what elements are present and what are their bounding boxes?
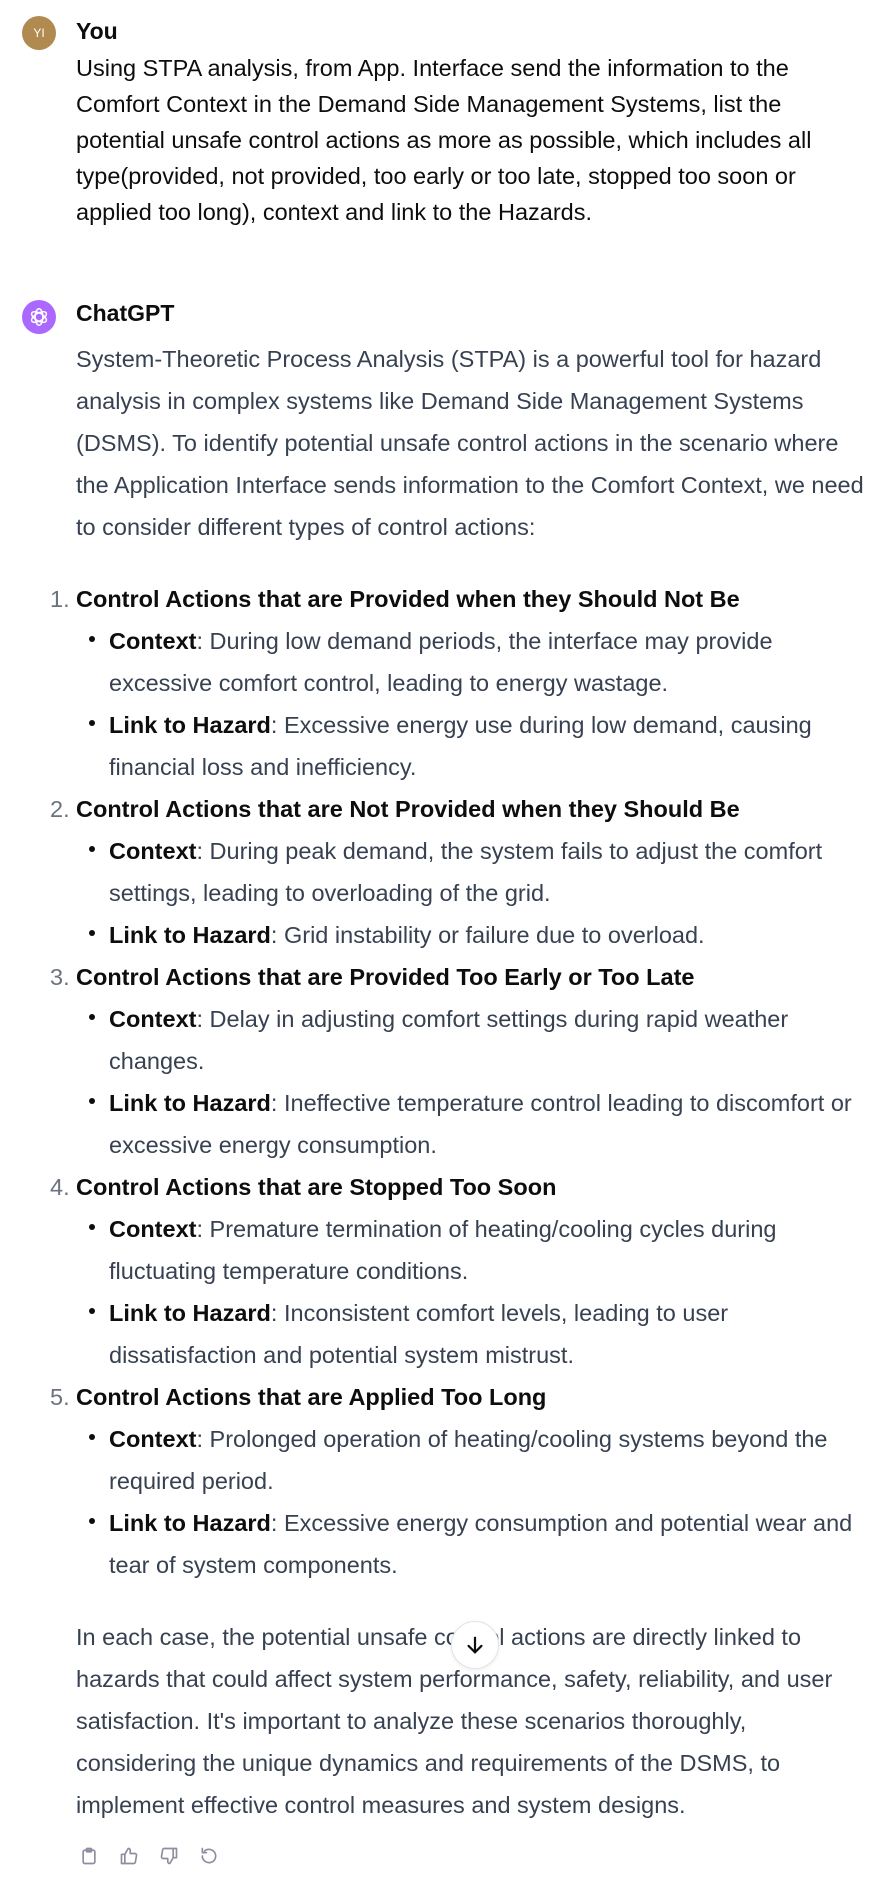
regenerate-button[interactable] bbox=[196, 1843, 222, 1869]
context-point: Context: Prolonged operation of heating/… bbox=[89, 1418, 866, 1502]
hazard-link-point: Link to Hazard: Inconsistent comfort lev… bbox=[89, 1292, 866, 1376]
uca-item: 4. Control Actions that are Stopped Too S… bbox=[50, 1166, 866, 1376]
thumbs-down-icon bbox=[160, 1847, 178, 1865]
message-actions bbox=[76, 1843, 222, 1869]
context-point-text: : Premature termination of heating/cooli… bbox=[109, 1216, 777, 1284]
uca-item-details: Context: Premature termination of heatin… bbox=[76, 1208, 866, 1376]
response-intro: System-Theoretic Process Analysis (STPA)… bbox=[76, 346, 864, 540]
uca-item: 3. Control Actions that are Provided Too … bbox=[50, 956, 866, 1166]
context-point-label: Context bbox=[109, 1006, 197, 1032]
context-point: Context: Delay in adjusting comfort sett… bbox=[89, 998, 866, 1082]
user-message-text: Using STPA analysis, from App. Interface… bbox=[76, 55, 812, 225]
hazard-link-point-text: : Excessive energy consumption and poten… bbox=[109, 1510, 853, 1578]
context-point: Context: During low demand periods, the … bbox=[89, 620, 866, 704]
response-conclusion: In each case, the potential unsafe contr… bbox=[76, 1624, 833, 1818]
uca-item-title: Control Actions that are Not Provided wh… bbox=[76, 796, 740, 822]
user-name: You bbox=[76, 18, 118, 44]
hazard-link-point-label: Link to Hazard bbox=[109, 1300, 271, 1326]
copy-button[interactable] bbox=[76, 1843, 102, 1869]
uca-item-title: Control Actions that are Provided Too Ea… bbox=[76, 964, 695, 990]
thumbs-up-icon bbox=[120, 1847, 138, 1865]
hazard-link-point: Link to Hazard: Grid instability or fail… bbox=[89, 914, 866, 956]
uca-item-details: Context: During peak demand, the system … bbox=[76, 830, 866, 956]
hazard-link-point-text: : Excessive energy use during low demand… bbox=[109, 712, 812, 780]
hazard-link-point-label: Link to Hazard bbox=[109, 922, 271, 948]
uca-item-title: Control Actions that are Provided when t… bbox=[76, 586, 740, 612]
context-point-text: : During peak demand, the system fails t… bbox=[109, 838, 823, 906]
list-number: 1. bbox=[50, 586, 70, 612]
context-point-text: : Prolonged operation of heating/cooling… bbox=[109, 1426, 828, 1494]
context-point: Context: Premature termination of heatin… bbox=[89, 1208, 866, 1292]
openai-logo-icon bbox=[30, 308, 48, 326]
hazard-link-point: Link to Hazard: Excessive energy use dur… bbox=[89, 704, 866, 788]
context-point-label: Context bbox=[109, 838, 197, 864]
uca-item: 2. Control Actions that are Not Provided … bbox=[50, 788, 866, 956]
hazard-link-point-text: : Grid instability or failure due to ove… bbox=[270, 922, 705, 948]
list-number: 5. bbox=[50, 1384, 70, 1410]
context-point-label: Context bbox=[109, 1216, 197, 1242]
context-point: Context: During peak demand, the system … bbox=[89, 830, 866, 914]
assistant-response: System-Theoretic Process Analysis (STPA)… bbox=[50, 338, 866, 1826]
unsafe-control-actions-list: 1. Control Actions that are Provided when… bbox=[50, 578, 866, 1586]
assistant-avatar bbox=[22, 300, 56, 334]
list-number: 3. bbox=[50, 964, 70, 990]
hazard-link-point: Link to Hazard: Ineffective temperature … bbox=[89, 1082, 866, 1166]
list-number: 2. bbox=[50, 796, 70, 822]
hazard-link-point-label: Link to Hazard bbox=[109, 712, 271, 738]
hazard-link-point-text: : Inconsistent comfort levels, leading t… bbox=[109, 1300, 729, 1368]
assistant-name: ChatGPT bbox=[76, 300, 175, 326]
uca-item: 5. Control Actions that are Applied Too L… bbox=[50, 1376, 866, 1586]
uca-item-details: Context: Delay in adjusting comfort sett… bbox=[76, 998, 866, 1166]
scroll-to-bottom-button[interactable] bbox=[451, 1621, 499, 1669]
hazard-link-point-label: Link to Hazard bbox=[109, 1510, 271, 1536]
clipboard-icon bbox=[82, 1847, 96, 1865]
context-point-label: Context bbox=[109, 628, 197, 654]
user-avatar: YI bbox=[22, 16, 56, 50]
context-point-text: : Delay in adjusting comfort settings du… bbox=[109, 1006, 789, 1074]
hazard-link-point-text: : Ineffective temperature control leadin… bbox=[109, 1090, 852, 1158]
arrow-down-icon bbox=[467, 1636, 483, 1654]
uca-item-details: Context: Prolonged operation of heating/… bbox=[76, 1418, 866, 1586]
uca-item-title: Control Actions that are Applied Too Lon… bbox=[76, 1384, 547, 1410]
hazard-link-point-label: Link to Hazard bbox=[109, 1090, 271, 1116]
uca-item-details: Context: During low demand periods, the … bbox=[76, 620, 866, 788]
regenerate-icon bbox=[201, 1847, 217, 1864]
list-number: 4. bbox=[50, 1174, 70, 1200]
thumbs-down-button[interactable] bbox=[156, 1843, 182, 1869]
uca-item: 1. Control Actions that are Provided when… bbox=[50, 578, 866, 788]
uca-item-title: Control Actions that are Stopped Too Soo… bbox=[76, 1174, 557, 1200]
hazard-link-point: Link to Hazard: Excessive energy consump… bbox=[89, 1502, 866, 1586]
thumbs-up-button[interactable] bbox=[116, 1843, 142, 1869]
context-point-text: : During low demand periods, the interfa… bbox=[109, 628, 773, 696]
context-point-label: Context bbox=[109, 1426, 197, 1452]
